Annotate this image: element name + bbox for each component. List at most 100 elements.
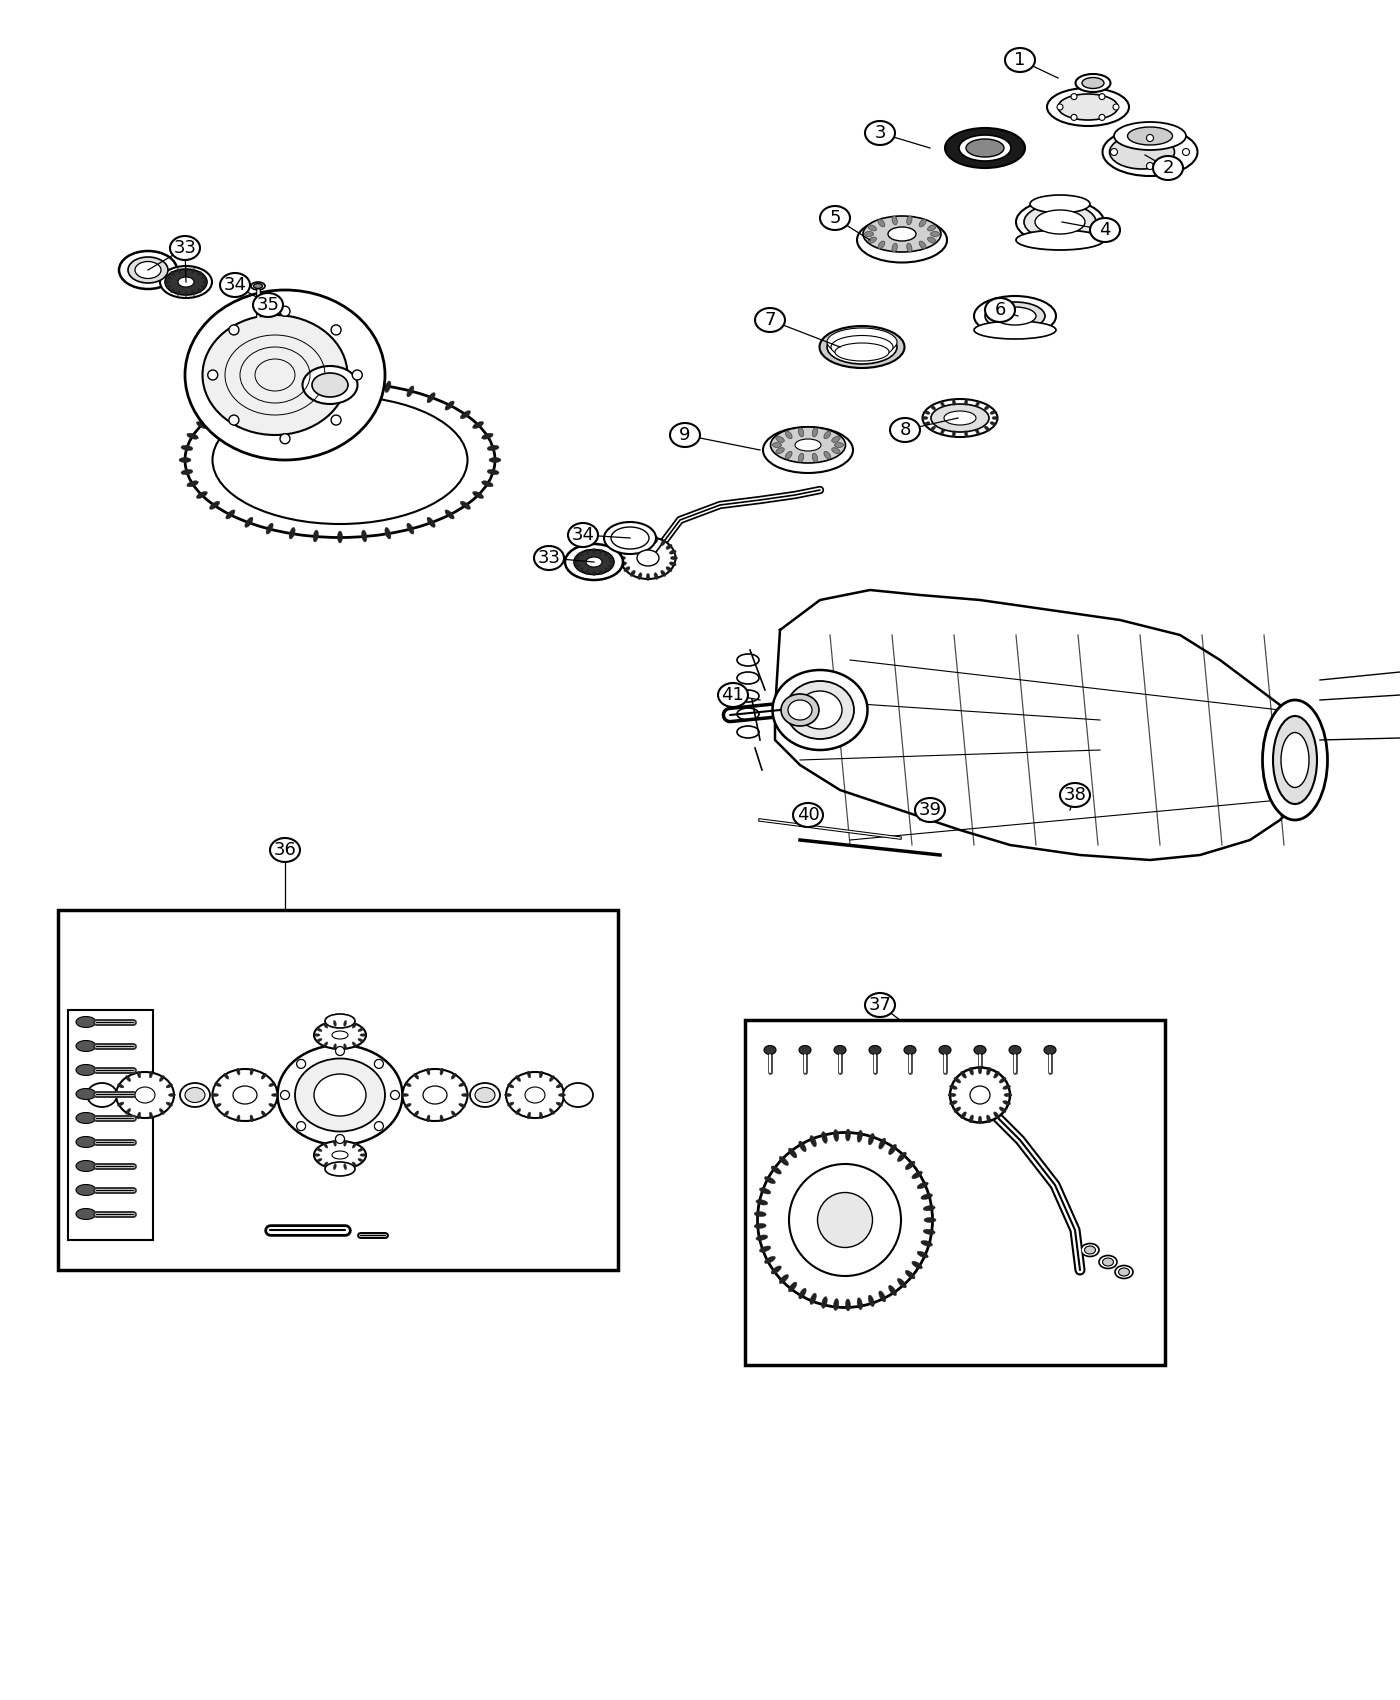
Ellipse shape: [1091, 218, 1120, 241]
Ellipse shape: [427, 1115, 430, 1122]
Ellipse shape: [764, 1256, 776, 1263]
Ellipse shape: [924, 411, 930, 415]
Text: 7: 7: [764, 311, 776, 330]
Ellipse shape: [269, 1083, 276, 1086]
Ellipse shape: [1082, 78, 1105, 88]
Text: 33: 33: [538, 549, 560, 568]
Ellipse shape: [202, 286, 206, 287]
Ellipse shape: [620, 551, 627, 554]
Ellipse shape: [118, 1085, 123, 1088]
Ellipse shape: [179, 457, 190, 462]
Ellipse shape: [1002, 1085, 1011, 1090]
Ellipse shape: [979, 1115, 981, 1124]
Ellipse shape: [76, 1137, 97, 1148]
Ellipse shape: [402, 1093, 409, 1097]
Ellipse shape: [979, 1066, 981, 1074]
Ellipse shape: [314, 1141, 365, 1170]
Ellipse shape: [949, 1085, 958, 1090]
Ellipse shape: [225, 510, 235, 518]
Ellipse shape: [666, 566, 672, 571]
Ellipse shape: [251, 1068, 253, 1074]
Ellipse shape: [169, 236, 200, 260]
Ellipse shape: [314, 1034, 321, 1037]
Ellipse shape: [150, 1112, 153, 1119]
Ellipse shape: [358, 1039, 364, 1042]
Ellipse shape: [941, 428, 945, 435]
Ellipse shape: [788, 1282, 797, 1292]
Circle shape: [336, 1047, 344, 1056]
Ellipse shape: [759, 1246, 771, 1253]
Ellipse shape: [325, 1163, 356, 1176]
Ellipse shape: [539, 1112, 543, 1119]
Circle shape: [330, 325, 342, 335]
Ellipse shape: [196, 422, 207, 428]
Ellipse shape: [1085, 1246, 1095, 1255]
Ellipse shape: [1009, 1046, 1021, 1054]
Ellipse shape: [647, 573, 650, 580]
Text: 39: 39: [918, 801, 941, 819]
Ellipse shape: [928, 236, 937, 243]
Ellipse shape: [624, 566, 630, 571]
Ellipse shape: [599, 549, 602, 554]
Circle shape: [1071, 94, 1077, 100]
Ellipse shape: [923, 1205, 935, 1210]
Ellipse shape: [269, 1103, 276, 1107]
Ellipse shape: [167, 1102, 172, 1107]
Ellipse shape: [316, 1148, 322, 1151]
Ellipse shape: [405, 1083, 412, 1086]
Ellipse shape: [822, 1132, 827, 1144]
Ellipse shape: [403, 1069, 468, 1120]
Ellipse shape: [507, 1102, 514, 1107]
Ellipse shape: [846, 1299, 850, 1311]
Ellipse shape: [575, 564, 580, 568]
Ellipse shape: [210, 502, 220, 510]
Ellipse shape: [608, 556, 613, 559]
Ellipse shape: [953, 1107, 960, 1112]
Ellipse shape: [167, 275, 171, 279]
Text: 36: 36: [273, 842, 297, 858]
Ellipse shape: [181, 445, 193, 451]
Ellipse shape: [907, 243, 911, 252]
Ellipse shape: [773, 670, 868, 750]
Ellipse shape: [931, 427, 935, 430]
Ellipse shape: [1127, 128, 1173, 144]
Ellipse shape: [825, 432, 830, 439]
Ellipse shape: [1030, 196, 1091, 212]
Ellipse shape: [203, 314, 347, 435]
Circle shape: [1099, 114, 1105, 121]
Text: 1: 1: [1015, 51, 1026, 70]
Ellipse shape: [325, 1013, 356, 1028]
Ellipse shape: [192, 291, 195, 296]
Ellipse shape: [865, 231, 874, 236]
Ellipse shape: [960, 1112, 966, 1119]
Ellipse shape: [865, 121, 895, 144]
Ellipse shape: [539, 1071, 543, 1078]
Ellipse shape: [134, 262, 161, 279]
Ellipse shape: [920, 241, 925, 248]
Ellipse shape: [192, 269, 195, 274]
Circle shape: [230, 325, 239, 335]
Ellipse shape: [245, 393, 253, 403]
Ellipse shape: [414, 1110, 419, 1117]
Ellipse shape: [770, 427, 846, 462]
Ellipse shape: [76, 1064, 97, 1076]
Ellipse shape: [951, 1068, 1009, 1122]
Ellipse shape: [515, 1076, 521, 1081]
Circle shape: [1147, 163, 1154, 170]
Ellipse shape: [549, 1108, 554, 1114]
Ellipse shape: [944, 411, 976, 425]
Ellipse shape: [756, 1200, 767, 1205]
Ellipse shape: [945, 128, 1025, 168]
Ellipse shape: [333, 1141, 336, 1146]
Ellipse shape: [185, 382, 496, 537]
Ellipse shape: [266, 386, 273, 396]
Circle shape: [374, 1059, 384, 1068]
Ellipse shape: [316, 1039, 322, 1042]
Ellipse shape: [834, 1046, 846, 1054]
Circle shape: [1110, 148, 1117, 155]
Ellipse shape: [549, 1076, 554, 1081]
Ellipse shape: [427, 1068, 430, 1074]
Ellipse shape: [407, 524, 414, 534]
Ellipse shape: [360, 1034, 365, 1037]
Ellipse shape: [171, 272, 175, 275]
